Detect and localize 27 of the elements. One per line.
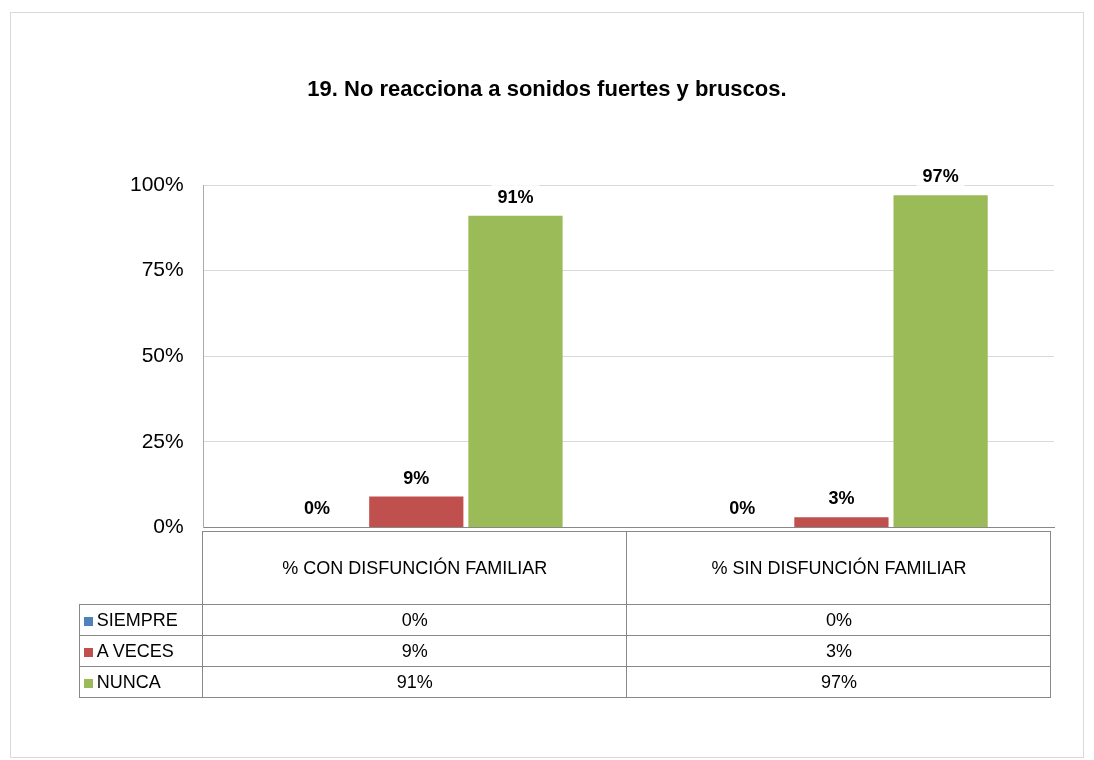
- text: 0%: [729, 498, 756, 519]
- data-label: 0%: [626, 604, 1051, 636]
- y-tick-label: 25%: [141, 428, 184, 452]
- y-tick-label: 75%: [141, 257, 184, 281]
- text: 0%: [304, 498, 331, 519]
- data-label: 0%: [202, 604, 627, 636]
- text: 9%: [403, 467, 430, 488]
- legend-label: A VECES: [79, 635, 203, 667]
- bar: [468, 215, 563, 527]
- chart-title: 19. No reacciona a sonidos fuertes y bruscos.: [306, 76, 788, 102]
- bar: [893, 195, 988, 527]
- y-tick-label: 50%: [141, 343, 184, 366]
- data-label: 97%: [626, 666, 1051, 698]
- bar: [369, 496, 464, 527]
- legend-label: NUNCA: [79, 666, 203, 698]
- y-tick-label: 0%: [153, 514, 184, 538]
- x-tick-label: % CON DISFUNCIÓN FAMILIAR: [202, 531, 627, 605]
- x-tick-label: % SIN DISFUNCIÓN FAMILIAR: [626, 531, 1051, 605]
- data-label: 9%: [202, 635, 627, 667]
- text: 91%: [497, 186, 534, 207]
- text: 97%: [922, 166, 959, 187]
- data-label: 91%: [202, 666, 627, 698]
- legend-label: SIEMPRE: [79, 604, 203, 636]
- bar: [794, 517, 889, 527]
- text: 3%: [828, 488, 855, 509]
- y-tick-label: 100%: [129, 171, 184, 195]
- data-label: 3%: [626, 635, 1051, 667]
